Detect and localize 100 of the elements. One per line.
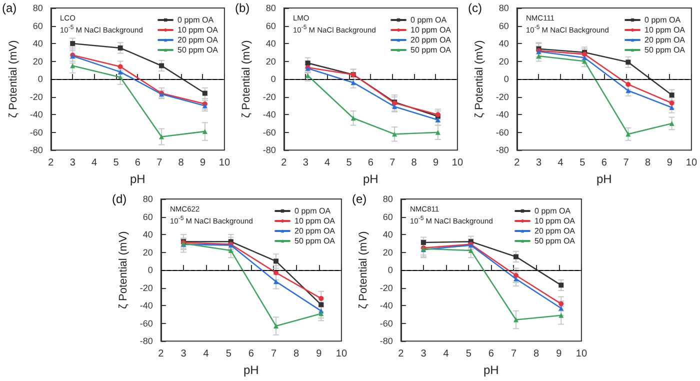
y-tick-label: -60 <box>30 127 43 138</box>
legend-label: 10 ppm OA <box>534 216 576 226</box>
legend-label: 10 ppm OA <box>410 26 452 34</box>
x-tick-label: 4 <box>558 158 564 169</box>
point <box>435 130 440 135</box>
point <box>392 104 398 110</box>
y-tick-label: -80 <box>30 145 43 156</box>
x-tick-label: 7 <box>156 158 163 169</box>
x-tick-label: 5 <box>113 158 120 169</box>
y-tick-label: 60 <box>142 212 153 222</box>
y-tick-label: -40 <box>496 110 509 120</box>
legend-label: 10 ppm OA <box>294 216 336 226</box>
point <box>159 63 164 68</box>
x-tick-label: 8 <box>294 348 300 360</box>
x-tick-label: 6 <box>134 158 141 169</box>
point <box>558 312 564 318</box>
x-tick-label: 9 <box>316 348 322 360</box>
point <box>536 53 542 58</box>
point <box>273 279 278 284</box>
y-tick-label: -40 <box>140 300 153 311</box>
point <box>350 80 356 86</box>
y-tick-label: 80 <box>498 3 509 13</box>
y-tick-label: 20 <box>382 247 393 258</box>
point <box>514 272 518 278</box>
x-tick-label: 9 <box>200 158 206 169</box>
legend-label: 50 ppm OA <box>294 236 336 246</box>
point <box>669 100 674 106</box>
point <box>318 296 324 301</box>
y-tick-label: 20 <box>266 56 276 66</box>
x-tick-label: 10 <box>576 348 588 360</box>
y-tick-label: 60 <box>498 20 509 31</box>
point <box>118 64 123 70</box>
x-tick-label: 2 <box>158 348 164 360</box>
y-tick-label: 40 <box>498 38 509 49</box>
x-tick-label: 7 <box>510 348 517 360</box>
point <box>350 116 356 121</box>
x-tick-label: 7 <box>623 158 630 169</box>
legend-label: 0 ppm OA <box>644 16 682 24</box>
y-tick-label: 80 <box>142 194 153 204</box>
x-tick-label: 8 <box>534 348 540 360</box>
point <box>273 324 278 328</box>
y-tick-label: 0 <box>148 265 153 276</box>
legend-label: 0 ppm OA <box>178 16 214 24</box>
y-tick-label: 40 <box>142 230 153 240</box>
y-tick-label: -60 <box>262 127 276 138</box>
y-axis-title: ζ Potential (mV) <box>240 40 252 118</box>
y-tick-label: 0 <box>270 74 276 84</box>
point <box>558 306 564 311</box>
y-axis-title: ζ Potential (mV) <box>118 231 130 309</box>
x-tick-label: 9 <box>556 348 562 360</box>
x-tick-label: 10 <box>452 158 464 169</box>
y-tick-label: -80 <box>262 145 276 156</box>
point <box>118 45 123 50</box>
legend-label: 50 ppm OA <box>178 46 219 54</box>
y-tick-label: 40 <box>382 230 393 240</box>
y-tick-label: -60 <box>380 318 393 328</box>
point <box>392 132 398 137</box>
point <box>118 69 123 74</box>
x-tick-label: 7 <box>390 158 396 169</box>
x-tick-label: 5 <box>466 348 472 360</box>
legend-label: 20 ppm OA <box>410 36 452 44</box>
x-axis-title: pH <box>596 172 612 186</box>
x-axis-title: pH <box>363 172 378 186</box>
legend-label: 50 ppm OA <box>644 46 686 54</box>
y-tick-label: 0 <box>38 74 43 84</box>
point <box>70 63 76 68</box>
legend-label: 20 ppm OA <box>294 226 336 236</box>
chart-title: (d) <box>112 192 127 206</box>
y-tick-label: 0 <box>504 74 509 84</box>
y-tick-label: 80 <box>266 3 276 13</box>
point <box>626 132 631 137</box>
legend-label: 20 ppm OA <box>178 36 219 44</box>
point <box>582 58 588 64</box>
chart-title: (a) <box>2 1 17 15</box>
point <box>318 302 324 308</box>
legend-label: 0 ppm OA <box>294 206 332 216</box>
x-axis-title: pH <box>484 363 499 377</box>
y-tick-label: -80 <box>496 145 509 156</box>
x-tick-label: 10 <box>686 158 698 169</box>
point <box>273 258 278 264</box>
x-tick-label: 3 <box>536 158 542 169</box>
legend-label: 0 ppm OA <box>534 206 572 216</box>
x-tick-label: 2 <box>281 158 288 169</box>
point <box>318 311 324 316</box>
x-tick-label: 6 <box>488 348 494 360</box>
legend-label: 0 ppm OA <box>410 16 448 24</box>
y-tick-label: 20 <box>498 56 509 66</box>
x-tick-label: 9 <box>666 158 673 169</box>
point <box>420 240 426 246</box>
x-tick-label: 2 <box>398 348 404 360</box>
legend-label: 20 ppm OA <box>644 36 686 44</box>
x-tick-label: 2 <box>48 158 54 169</box>
y-tick-label: 60 <box>266 20 276 31</box>
point <box>305 60 310 66</box>
point <box>202 90 208 96</box>
y-axis-title: ζ Potential (mV) <box>8 40 20 118</box>
point <box>558 282 564 288</box>
y-tick-label: 40 <box>266 38 276 49</box>
point <box>202 128 208 134</box>
y-tick-label: 80 <box>32 3 43 13</box>
